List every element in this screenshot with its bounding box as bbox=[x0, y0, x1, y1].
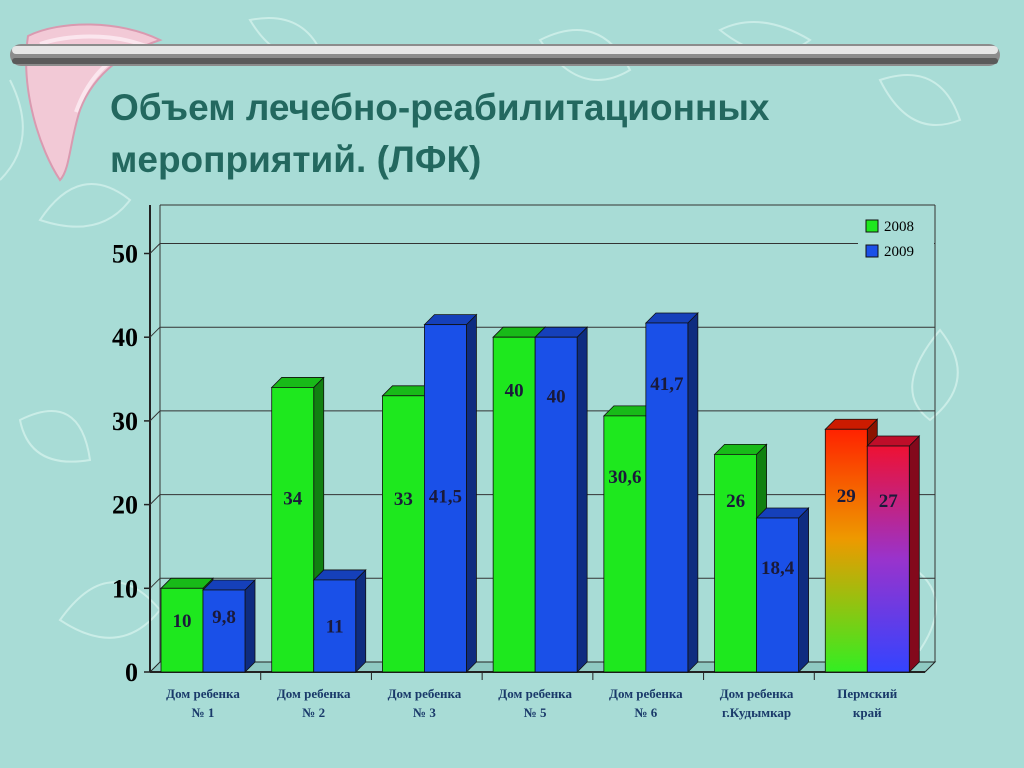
category-label: № 5 bbox=[524, 705, 547, 720]
data-label-2008: 34 bbox=[283, 488, 303, 509]
category-label: Дом ребенка bbox=[609, 686, 683, 701]
data-label-2009: 40 bbox=[547, 386, 566, 407]
bar-side bbox=[687, 312, 699, 673]
category-label: край bbox=[853, 705, 882, 720]
x-axis-labels: Дом ребенка № 1 Дом ребенка № 2 Дом ребенка №… bbox=[166, 672, 898, 720]
gridline-diagonal bbox=[149, 326, 161, 338]
bar-2009 bbox=[534, 326, 589, 673]
data-label-2009: 18,4 bbox=[761, 558, 795, 579]
bar-side bbox=[798, 507, 809, 673]
y-tick-label: 30 bbox=[112, 407, 138, 436]
category-label: Дом ребенка bbox=[720, 686, 794, 701]
bar-front bbox=[271, 387, 315, 673]
bar-front bbox=[424, 324, 467, 673]
bar-front bbox=[645, 322, 689, 673]
data-label-2009: 11 bbox=[326, 617, 344, 638]
data-label-2008: 40 bbox=[505, 381, 524, 402]
bar-side bbox=[244, 579, 256, 673]
gridline-diagonal bbox=[149, 243, 161, 254]
data-label-2009: 27 bbox=[879, 491, 899, 512]
y-tick-label: 0 bbox=[125, 658, 138, 687]
bar-side bbox=[466, 313, 477, 673]
gridline-diagonal bbox=[149, 410, 161, 422]
bar-2009 bbox=[423, 313, 478, 673]
data-label-2008: 30,6 bbox=[608, 467, 641, 488]
data-label-2008: 26 bbox=[726, 491, 745, 512]
y-axis: 0 10 20 30 40 50 bbox=[112, 240, 150, 687]
bar-2009 bbox=[312, 568, 367, 673]
bars: 10 9,8 34 11 33 41,5 40 40 30,6 41,7 26 18,4 29 27 bbox=[160, 312, 921, 673]
category-label: г.Кудымкар bbox=[722, 705, 791, 720]
category-label: № 6 bbox=[634, 705, 657, 720]
gridline-diagonal bbox=[149, 577, 161, 589]
y-tick-label: 40 bbox=[112, 323, 138, 352]
bar-front bbox=[534, 336, 578, 673]
legend-swatch-2009 bbox=[865, 244, 879, 258]
bar-front bbox=[382, 395, 425, 673]
bar-front bbox=[824, 428, 868, 673]
bar-front bbox=[714, 453, 757, 673]
data-label-2008: 10 bbox=[173, 611, 192, 632]
bar-2009 bbox=[866, 435, 921, 673]
legend-swatch-2008 bbox=[865, 219, 879, 233]
category-label: Дом ребенка bbox=[498, 686, 572, 701]
bar-side bbox=[576, 326, 588, 673]
bar-side bbox=[908, 435, 920, 673]
data-label-2009: 9,8 bbox=[212, 607, 236, 628]
y-tick-label: 10 bbox=[112, 574, 138, 603]
bar-2009 bbox=[202, 579, 256, 673]
y-tick-label: 50 bbox=[112, 240, 138, 269]
legend: 2008 2009 bbox=[858, 213, 934, 265]
slide-title: Объем лечебно-реабилитационных мероприят… bbox=[110, 87, 770, 180]
data-label-2009: 41,5 bbox=[429, 486, 462, 507]
data-label-2009: 41,7 bbox=[650, 374, 684, 395]
bar-front bbox=[202, 589, 246, 673]
bar-front bbox=[313, 579, 357, 673]
bar-2009 bbox=[644, 312, 699, 673]
bar-front bbox=[866, 445, 910, 673]
data-label-2008: 33 bbox=[394, 489, 413, 510]
bar-side bbox=[355, 568, 367, 673]
bar-front bbox=[603, 415, 647, 673]
y-tick-label: 20 bbox=[112, 491, 138, 520]
gridline-diagonal bbox=[149, 494, 161, 505]
category-label: № 3 bbox=[413, 705, 436, 720]
category-label: № 1 bbox=[192, 705, 215, 720]
legend-label-2008: 2008 bbox=[884, 219, 914, 235]
category-label: Пермский bbox=[837, 686, 898, 701]
category-label: Дом ребенка bbox=[277, 686, 351, 701]
data-label-2008: 29 bbox=[837, 486, 856, 507]
bar-front bbox=[492, 336, 536, 673]
bar-2009 bbox=[755, 507, 810, 673]
category-label: № 2 bbox=[302, 705, 325, 720]
category-label: Дом ребенка bbox=[166, 686, 240, 701]
category-label: Дом ребенка bbox=[388, 686, 462, 701]
legend-label-2009: 2009 bbox=[884, 244, 914, 260]
bar-front bbox=[756, 517, 799, 673]
